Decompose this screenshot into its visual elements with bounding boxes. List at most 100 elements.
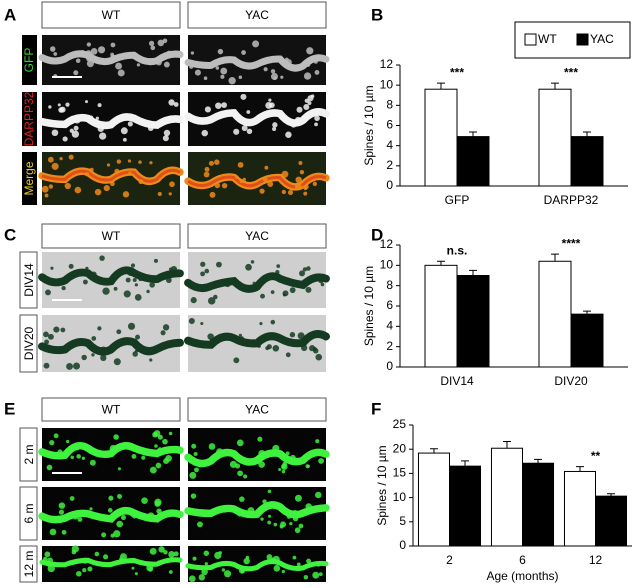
spine [74,444,80,451]
column-header: WT [102,8,121,22]
spine [201,568,208,576]
spine [115,62,123,70]
spine [253,61,260,68]
spine [200,271,205,277]
spine [194,69,201,76]
x-tick-label: 6 [519,553,526,567]
spine [302,267,308,272]
spine [66,439,70,444]
spine [123,290,131,298]
spine [86,55,92,62]
spine [239,179,244,184]
micrograph-background [42,92,180,146]
spine [263,67,268,72]
bar [522,462,555,547]
spine [122,191,130,198]
spine [97,514,102,518]
spine [173,102,179,107]
spine [72,513,79,520]
spine [99,255,105,261]
spine [162,438,168,445]
spine [132,514,137,519]
spine [273,522,278,527]
spine [242,177,246,182]
spine [289,340,296,347]
spine [103,554,109,560]
spine [135,334,140,340]
spine [200,261,206,267]
spine [237,470,243,477]
spine [45,289,51,296]
spine [134,572,138,576]
spine [246,128,253,135]
spine [64,182,71,190]
x-tick-label: DIV14 [440,374,474,388]
spine [116,159,122,164]
spine [228,77,236,85]
spine [162,135,169,142]
spine [201,129,209,137]
spine [303,510,308,514]
spine [303,191,308,196]
spine [202,284,210,291]
spine [91,336,97,341]
spine [296,562,301,567]
spine [43,362,50,369]
spine [168,431,173,436]
spine [272,122,278,128]
spine [194,467,199,473]
spine [53,433,59,439]
spine [160,330,166,336]
spine [299,270,306,277]
spine [81,456,86,460]
spine [116,329,122,335]
column-header-box [41,1,181,29]
spine [134,283,138,287]
spine [271,557,276,562]
spine [315,353,323,361]
spine [275,270,280,275]
column-header-box [187,223,327,249]
bar [449,465,482,547]
micrograph [39,545,183,582]
spine [238,75,243,80]
spine [208,160,214,166]
spine [44,551,51,558]
spine [281,569,285,574]
micrograph [38,92,184,146]
micrograph-background [188,428,326,481]
spine [200,321,204,326]
micrograph [184,487,330,540]
spine [147,125,154,132]
row-label-strip [22,152,37,205]
spine [165,50,173,57]
spine [42,556,48,562]
spine [280,521,287,528]
spine [114,168,120,174]
panel-letter: A [4,5,16,24]
spine [68,154,74,160]
spine [314,115,320,122]
spine [70,455,74,460]
spine [61,529,67,535]
spine [148,40,155,46]
spine [89,459,96,466]
spine [203,76,208,81]
spine [131,52,139,60]
spine [236,511,243,517]
spine [66,362,73,370]
spine [117,493,122,499]
spine [128,171,132,175]
panel-letter: F [371,399,381,418]
significance-label: *** [564,65,578,79]
spine [221,568,226,572]
spine [168,99,175,106]
y-tick-label: 6 [386,298,393,312]
spine [270,69,276,74]
column-header: YAC [245,8,269,22]
error-bar [437,82,445,90]
spine [204,106,211,113]
micrograph [38,252,184,308]
spine [168,551,175,558]
micrograph [184,35,330,85]
